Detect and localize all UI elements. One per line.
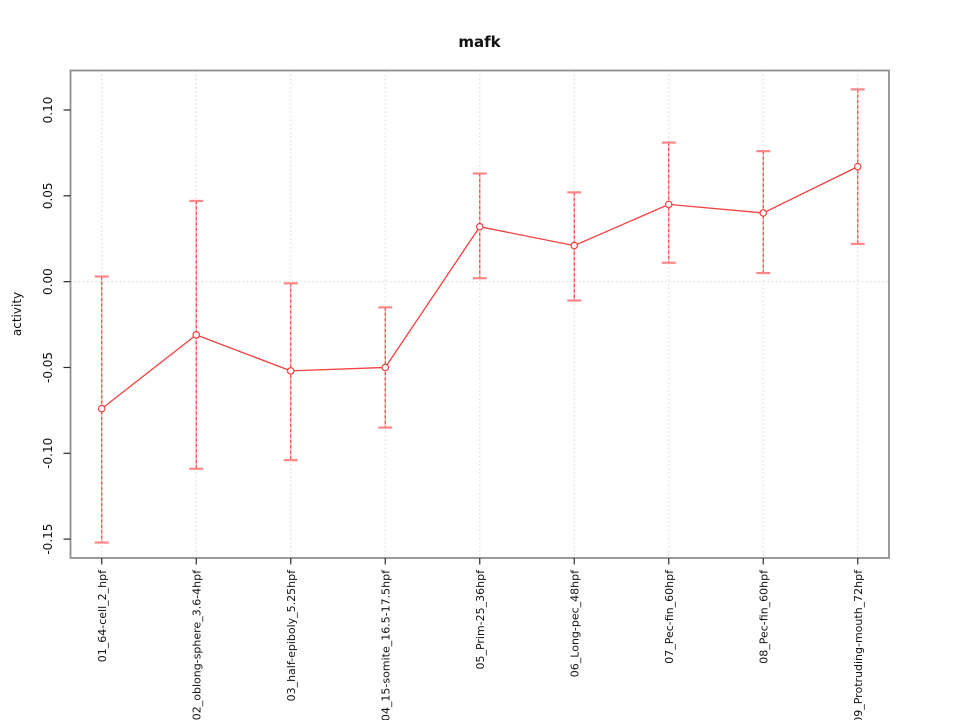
y-tick-label: -0.05 — [41, 352, 55, 383]
y-axis-label: activity — [10, 292, 24, 336]
y-tick-label: -0.15 — [41, 524, 55, 555]
x-tick-label: 01_64-cell_2_hpf — [96, 569, 109, 662]
x-tick-label: 08_Pec-fin_60hpf — [757, 569, 770, 664]
x-tick-label: 02_oblong-sphere_3.6-4hpf — [190, 569, 203, 720]
x-tick-label: 06_Long-pec_48hpf — [568, 569, 581, 677]
x-tick-label: 05_Prim-25_36hpf — [474, 569, 487, 670]
x-tick-label: 04_15-somite_16.5-17.5hpf — [379, 569, 392, 720]
data-point-marker — [286, 367, 295, 375]
x-tick-label: 09_Protruding-mouth_72hpf — [852, 569, 865, 720]
data-point-marker — [853, 162, 862, 171]
y-tick-label: 0.10 — [41, 97, 55, 124]
y-tick-label: 0.00 — [41, 268, 55, 295]
data-point-marker — [664, 200, 673, 209]
x-tick-label: 07_Pec-fin_60hpf — [663, 569, 676, 664]
data-point-marker — [570, 241, 579, 250]
data-point-marker — [475, 222, 484, 231]
data-point-marker — [97, 404, 106, 413]
chart-title: mafk — [458, 33, 501, 51]
data-point-marker — [192, 331, 201, 339]
data-point-marker — [381, 363, 390, 372]
y-tick-label: 0.05 — [41, 182, 55, 209]
x-tick-label: 03_half-epiboly_5.25hpf — [285, 569, 298, 702]
data-point-marker — [759, 209, 768, 217]
y-tick-label: -0.10 — [41, 438, 55, 469]
